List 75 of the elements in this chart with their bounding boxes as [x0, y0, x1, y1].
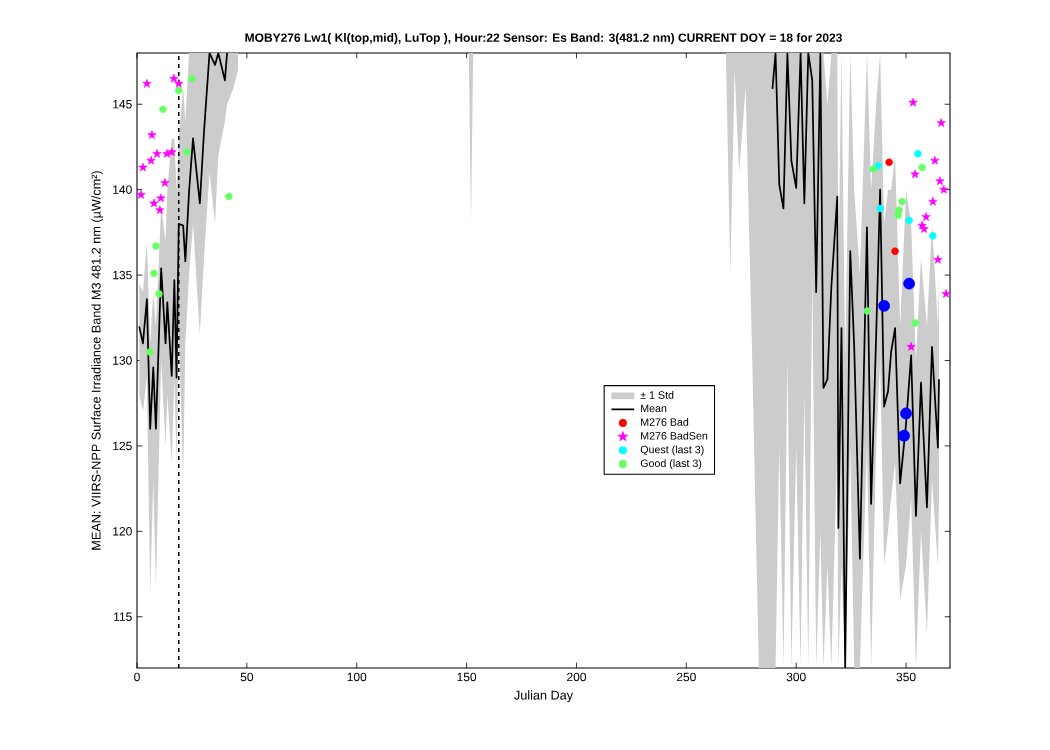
- x-axis-title: Julian Day: [514, 690, 574, 703]
- point: [869, 165, 877, 173]
- point: [939, 184, 949, 194]
- x-tick-label: 350: [896, 672, 916, 682]
- point: [155, 290, 163, 298]
- y-tick-label: 145: [113, 100, 132, 109]
- y-tick-label: 120: [113, 527, 132, 536]
- point: [894, 211, 902, 220]
- point: [941, 289, 951, 298]
- legend-label: Good (last 3): [640, 459, 702, 470]
- point: [159, 105, 167, 114]
- y-tick-label: 125: [113, 441, 132, 451]
- point: [174, 78, 184, 88]
- point: [183, 148, 191, 156]
- y-tick-label: 115: [114, 612, 132, 621]
- point: [142, 78, 152, 88]
- legend-label: M276 BadSen: [641, 431, 708, 440]
- x-tick-label: 300: [786, 672, 806, 682]
- point: [188, 74, 196, 83]
- point: [149, 198, 159, 208]
- point: [225, 192, 233, 201]
- point: [885, 158, 893, 167]
- point: [906, 342, 916, 351]
- point: [878, 299, 890, 312]
- point: [146, 348, 154, 356]
- legend-label: Quest (last 3): [640, 445, 704, 456]
- legend-label: M276 Bad: [641, 418, 689, 426]
- point: [156, 193, 166, 203]
- chart-title: MOBY276 Lw1( Kl(top,mid), LuTop ), Hour:22 Sensor: Es Band: 3(481.2 nm) CURRENT DOY = 18 for 2023: [245, 33, 842, 45]
- y-tick-label: 135: [113, 270, 132, 280]
- x-tick-label: 200: [567, 672, 587, 682]
- point: [167, 147, 177, 156]
- point: [914, 150, 922, 158]
- x-tick-label: 0: [134, 672, 140, 682]
- point: [900, 407, 912, 420]
- legend-label: Mean: [641, 404, 667, 413]
- point: [903, 277, 915, 290]
- point: [936, 118, 946, 127]
- x-tick-label: 50: [240, 672, 254, 682]
- point: [152, 149, 162, 158]
- x-tick-label: 100: [347, 672, 367, 682]
- point: [152, 242, 160, 250]
- point: [919, 224, 929, 233]
- point: [876, 204, 884, 213]
- point: [863, 307, 871, 315]
- point: [874, 162, 882, 170]
- point: [891, 247, 899, 255]
- point: [929, 232, 937, 240]
- point: [928, 196, 938, 206]
- annotation: ± 1 Std: [640, 390, 674, 399]
- point: [146, 155, 156, 165]
- y-tick-label: 130: [113, 356, 132, 365]
- point: [147, 130, 157, 139]
- point: [910, 169, 920, 179]
- y-tick-label: 140: [113, 185, 132, 194]
- point: [930, 155, 940, 165]
- point: [898, 429, 910, 442]
- point: [150, 269, 158, 278]
- point: [933, 254, 943, 264]
- x-tick-label: 150: [457, 672, 477, 682]
- point: [136, 190, 146, 199]
- point: [138, 162, 148, 172]
- point: [175, 86, 183, 95]
- x-tick-label: 250: [676, 672, 696, 682]
- point: [160, 178, 170, 187]
- point: [898, 197, 906, 206]
- point: [169, 73, 179, 83]
- point: [918, 163, 926, 172]
- point: [935, 176, 945, 186]
- point: [155, 205, 165, 215]
- point: [905, 216, 913, 225]
- point: [908, 97, 918, 107]
- point: [921, 212, 931, 221]
- y-axis-title: MEAN: VIIRS-NPP Surface Irradiance Band M3 481.2 nm (µW/cm²): [91, 171, 104, 550]
- point: [911, 319, 919, 327]
